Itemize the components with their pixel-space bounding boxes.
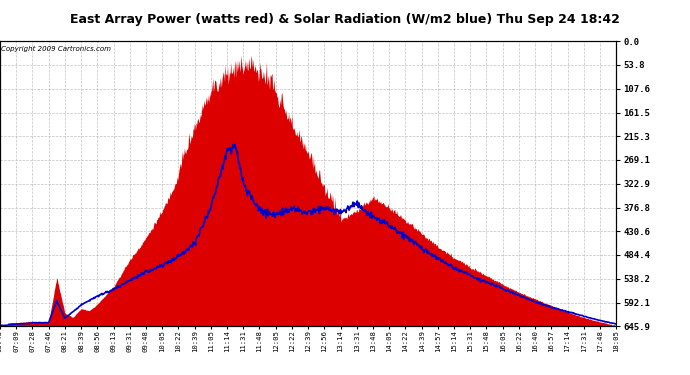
Text: Copyright 2009 Cartronics.com: Copyright 2009 Cartronics.com <box>1 45 111 52</box>
Text: East Array Power (watts red) & Solar Radiation (W/m2 blue) Thu Sep 24 18:42: East Array Power (watts red) & Solar Rad… <box>70 13 620 26</box>
